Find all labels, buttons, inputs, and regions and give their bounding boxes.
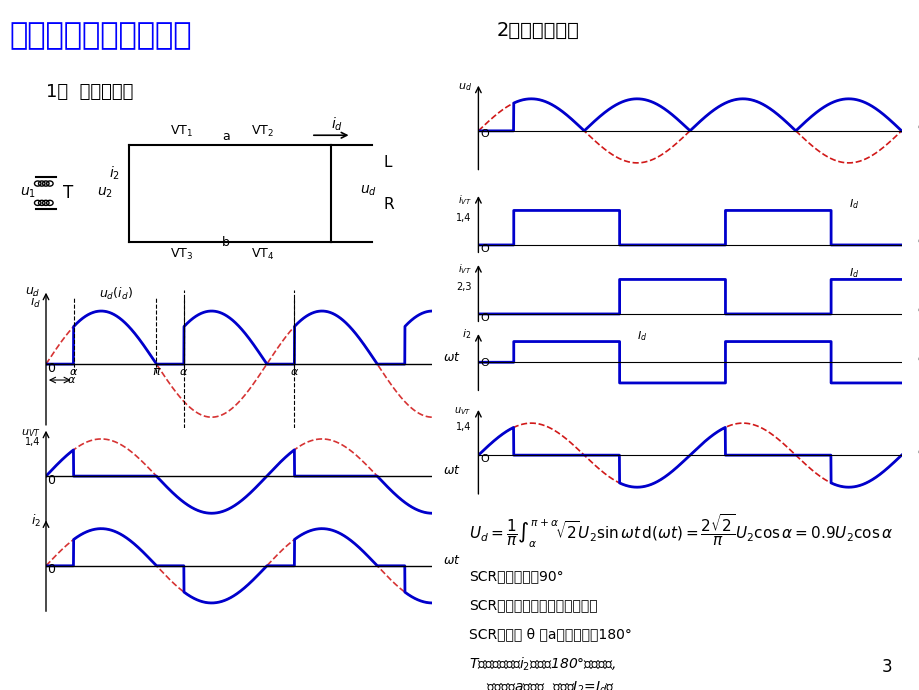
Text: T: T bbox=[62, 184, 74, 202]
Text: O: O bbox=[480, 244, 488, 254]
Text: SCR导通角 θ 与a无关，均为180°: SCR导通角 θ 与a无关，均为180° bbox=[469, 627, 631, 641]
Text: O: O bbox=[480, 358, 488, 368]
Text: 3: 3 bbox=[880, 658, 891, 676]
Text: $i_d$: $i_d$ bbox=[331, 116, 343, 133]
Text: $\alpha$: $\alpha$ bbox=[67, 375, 76, 385]
Text: $I_d$: $I_d$ bbox=[636, 330, 647, 344]
Text: $u_d$: $u_d$ bbox=[359, 184, 376, 197]
Text: $u_1$: $u_1$ bbox=[19, 186, 36, 200]
Text: $T$的二次侧电流$i_2$正负各180°的矩形波,: $T$的二次侧电流$i_2$正负各180°的矩形波, bbox=[469, 656, 616, 673]
Text: 2,3: 2,3 bbox=[456, 282, 471, 292]
Text: $i_{VT}$: $i_{VT}$ bbox=[458, 194, 471, 208]
Text: $\omega t$: $\omega t$ bbox=[916, 233, 919, 245]
Text: $I_d$: $I_d$ bbox=[847, 266, 858, 280]
Text: $u_{VT}$: $u_{VT}$ bbox=[454, 406, 471, 417]
Text: $\mathrm{VT_3}$: $\mathrm{VT_3}$ bbox=[170, 246, 193, 262]
Text: $U_d = \dfrac{1}{\pi}\int_{\alpha}^{\pi+\alpha}\!\sqrt{2}U_2\sin\omega t\,\mathr: $U_d = \dfrac{1}{\pi}\int_{\alpha}^{\pi+… bbox=[469, 513, 892, 550]
Text: $\omega t$: $\omega t$ bbox=[443, 464, 460, 477]
Text: $i_2$: $i_2$ bbox=[30, 513, 40, 529]
Text: R: R bbox=[383, 197, 394, 213]
Text: $\mathrm{VT_2}$: $\mathrm{VT_2}$ bbox=[251, 124, 274, 139]
Text: O: O bbox=[480, 453, 488, 464]
Text: 1）  带电阻负载: 1） 带电阻负载 bbox=[46, 83, 133, 101]
Text: 1,4: 1,4 bbox=[456, 422, 471, 431]
Text: 其相位由$a$角决定, 有效值$I_2$=$I_d$。: 其相位由$a$角决定, 有效值$I_2$=$I_d$。 bbox=[486, 680, 615, 690]
Text: 1,4: 1,4 bbox=[26, 437, 40, 446]
Text: 2）带阻感负载: 2）带阻感负载 bbox=[496, 21, 579, 40]
Text: $i_{VT}$: $i_{VT}$ bbox=[458, 263, 471, 277]
Text: $\alpha$: $\alpha$ bbox=[179, 366, 188, 377]
Text: 0: 0 bbox=[47, 362, 54, 375]
Text: $\omega t$: $\omega t$ bbox=[443, 351, 460, 364]
Text: $\pi$: $\pi$ bbox=[152, 365, 161, 377]
Text: b: b bbox=[221, 237, 230, 249]
Text: $\omega t$: $\omega t$ bbox=[916, 351, 919, 363]
Text: $i_2$: $i_2$ bbox=[462, 328, 471, 342]
Text: $\alpha$: $\alpha$ bbox=[289, 366, 299, 377]
Text: 单相桥式全控整流电路: 单相桥式全控整流电路 bbox=[9, 21, 191, 50]
Text: O: O bbox=[480, 313, 488, 323]
Text: $u_{VT}$: $u_{VT}$ bbox=[21, 427, 40, 439]
Text: L: L bbox=[383, 155, 391, 170]
Text: $u_d(i_d)$: $u_d(i_d)$ bbox=[98, 286, 132, 302]
Text: SCR承受的最大正反向电压均为: SCR承受的最大正反向电压均为 bbox=[469, 598, 596, 612]
Text: $\omega t$: $\omega t$ bbox=[443, 554, 460, 567]
Text: $\omega t$: $\omega t$ bbox=[916, 302, 919, 314]
Text: $u_d$: $u_d$ bbox=[25, 286, 40, 299]
Text: SCR移相范围为90°: SCR移相范围为90° bbox=[469, 569, 562, 583]
Text: $i_d$: $i_d$ bbox=[29, 294, 40, 310]
Text: $u_d$: $u_d$ bbox=[457, 81, 471, 93]
Text: $\alpha$: $\alpha$ bbox=[69, 366, 78, 377]
Text: $\omega t$: $\omega t$ bbox=[916, 444, 919, 455]
Text: $i_2$: $i_2$ bbox=[108, 164, 119, 181]
Text: $\mathrm{VT_4}$: $\mathrm{VT_4}$ bbox=[251, 246, 274, 262]
Text: 1,4: 1,4 bbox=[456, 213, 471, 223]
Text: O: O bbox=[480, 129, 488, 139]
Text: $u_2$: $u_2$ bbox=[96, 186, 112, 200]
Text: $I_d$: $I_d$ bbox=[847, 197, 858, 211]
Text: 0: 0 bbox=[47, 473, 54, 486]
Text: 0: 0 bbox=[47, 563, 54, 576]
Text: a: a bbox=[221, 130, 230, 143]
Text: $\omega t$: $\omega t$ bbox=[916, 119, 919, 131]
Text: $\mathrm{VT_1}$: $\mathrm{VT_1}$ bbox=[170, 124, 193, 139]
